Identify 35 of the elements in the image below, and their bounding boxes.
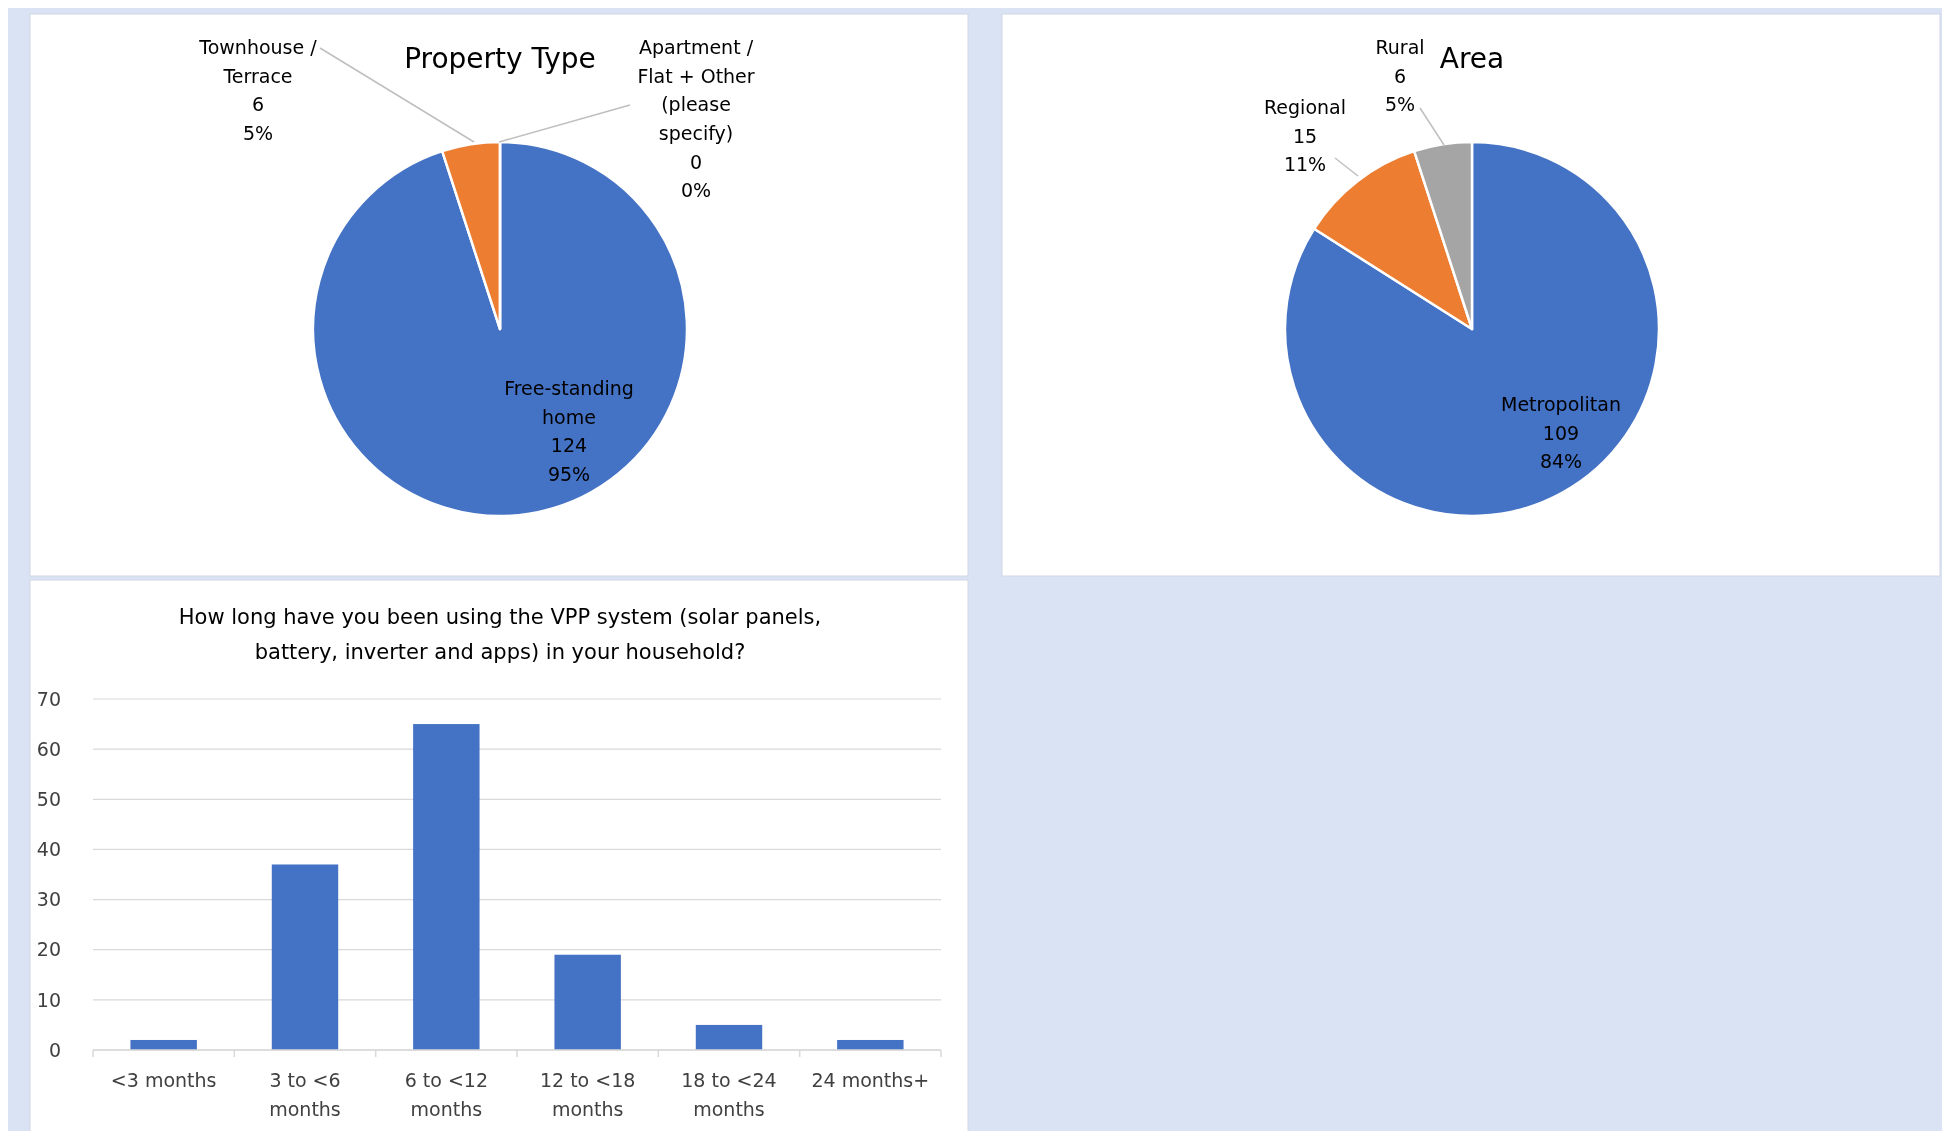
y-tick-label: 20	[36, 938, 61, 961]
text: 0 0%	[680, 150, 712, 202]
y-tick-label: 10	[36, 988, 61, 1011]
y-tick-label: 70	[36, 687, 61, 710]
chart-title: Area	[1439, 42, 1505, 75]
bar	[130, 1039, 197, 1050]
data-label: 6 5%	[1384, 64, 1416, 116]
y-tick-label: 60	[36, 737, 61, 760]
y-tick-label: 40	[36, 838, 61, 861]
bar	[554, 954, 621, 1050]
x-tick-label: 6 to <12 months	[404, 1069, 489, 1120]
x-tick-label: 18 to <24 months	[681, 1069, 777, 1120]
slice-label: Townhouse / Terrace	[198, 36, 318, 87]
slice-label: Regional	[1264, 96, 1346, 119]
data-label: 15 11%	[1283, 124, 1327, 176]
x-tick-label: 12 to <18 months	[539, 1069, 636, 1120]
x-tick-label: 3 to <6 months	[269, 1069, 341, 1120]
chart-title: Property Type	[404, 42, 596, 75]
bar	[837, 1039, 904, 1050]
y-tick-label: 0	[48, 1038, 61, 1061]
chart-title: How long have you been using the VPP system (solar panels, battery, inverter and apps) in your household?	[178, 605, 822, 664]
data-label: 6 5%	[242, 93, 274, 144]
y-tick-label: 30	[36, 888, 61, 911]
slice-label: Free-standing home	[504, 377, 634, 428]
x-tick-label: <3 months	[110, 1069, 217, 1092]
slice-label: Metropolitan	[1501, 393, 1621, 416]
slice-label: Rural	[1375, 36, 1425, 59]
y-tick-label: 50	[36, 787, 61, 810]
x-tick-label: 24 months+	[811, 1069, 930, 1092]
category-label: Apartment / Flat + Other (please specify)	[637, 36, 755, 144]
data-label: 109 84%	[1539, 421, 1583, 473]
bar	[695, 1024, 763, 1050]
data-label: 124 95%	[547, 434, 591, 485]
bar	[271, 864, 339, 1050]
bar	[413, 724, 480, 1050]
